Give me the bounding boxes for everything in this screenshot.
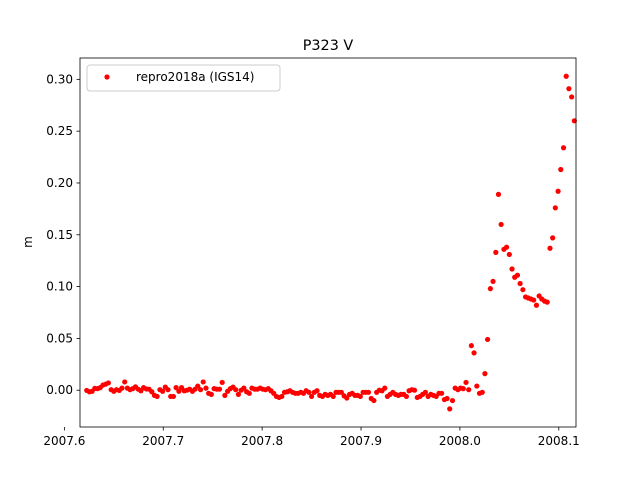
data-point-156 (506, 251, 512, 258)
data-point-152 (495, 191, 502, 197)
data-points (84, 73, 577, 412)
y-tick-label-6: 0.30 (46, 72, 73, 86)
y-axis-ticks: 0.00 0.05 0.10 0.15 0.20 0.25 0.30 (46, 72, 80, 397)
x-tick-label-1: 2007.7 (142, 434, 184, 448)
x-tick-label-3: 2007.9 (340, 434, 382, 448)
data-point-170 (544, 299, 550, 305)
data-point-60 (246, 390, 252, 396)
legend-label: repro2018a (IGS14) (136, 70, 254, 84)
data-point-161 (520, 287, 526, 293)
data-point-14 (122, 379, 128, 385)
data-point-173 (552, 205, 558, 211)
data-point-159 (514, 272, 521, 278)
data-point-147 (482, 371, 488, 377)
legend-box (86, 64, 281, 92)
data-point-133 (444, 395, 450, 402)
data-point-125 (422, 389, 428, 395)
data-point-58 (241, 385, 247, 391)
data-point-175 (558, 166, 564, 173)
data-point-141 (466, 387, 472, 393)
data-point-106 (371, 397, 377, 404)
data-point-94 (338, 389, 344, 395)
data-point-157 (509, 266, 515, 272)
data-point-171 (547, 245, 553, 251)
data-point-51 (222, 392, 228, 398)
data-point-82 (306, 389, 312, 395)
data-point-26 (154, 393, 160, 400)
data-point-49 (216, 386, 223, 392)
data-point-55 (233, 387, 239, 393)
data-point-142 (468, 343, 474, 349)
data-point-140 (463, 379, 469, 386)
data-point-149 (487, 286, 493, 292)
data-point-146 (479, 389, 485, 395)
y-tick-label-2: 0.10 (46, 280, 73, 294)
data-point-24 (149, 389, 155, 395)
data-point-134 (447, 406, 453, 412)
data-point-174 (555, 188, 561, 194)
data-point-118 (403, 393, 410, 400)
data-point-121 (411, 387, 418, 393)
x-axis-ticks: 2007.6 2007.7 2007.8 2007.9 2008.0 2008.1 (43, 427, 580, 448)
legend-marker (104, 74, 110, 80)
data-point-150 (490, 278, 496, 285)
y-axis-label: m (21, 236, 35, 248)
data-point-91 (330, 393, 336, 400)
x-tick-label-0: 2007.6 (43, 434, 85, 448)
data-point-143 (471, 350, 477, 356)
data-point-42 (197, 387, 204, 393)
data-point-43 (200, 379, 206, 385)
data-point-160 (517, 280, 523, 287)
data-point-135 (449, 397, 456, 404)
data-point-153 (498, 221, 504, 228)
data-point-177 (563, 73, 569, 79)
data-point-83 (308, 393, 315, 400)
data-point-101 (357, 393, 363, 400)
data-point-85 (314, 388, 320, 394)
data-point-50 (219, 379, 225, 386)
data-point-8 (105, 380, 111, 386)
data-point-139 (460, 386, 466, 392)
data-point-176 (560, 145, 567, 151)
y-tick-label-3: 0.15 (46, 228, 73, 242)
data-point-72 (279, 393, 285, 400)
data-point-34 (176, 388, 182, 394)
x-tick-label-4: 2008.0 (439, 434, 481, 448)
x-tick-label-2: 2007.8 (241, 434, 283, 448)
data-point-13 (119, 385, 125, 391)
plot-frame (79, 57, 577, 428)
data-point-33 (173, 385, 179, 391)
data-point-148 (485, 336, 491, 343)
data-point-46 (208, 391, 214, 397)
data-point-151 (493, 249, 499, 255)
data-point-104 (365, 389, 372, 395)
data-point-179 (569, 94, 575, 100)
data-point-30 (165, 387, 171, 393)
data-point-165 (531, 297, 537, 303)
data-point-131 (439, 390, 445, 396)
y-tick-label-0: 0.00 (46, 383, 73, 397)
data-point-172 (550, 235, 556, 241)
data-point-96 (344, 395, 350, 401)
x-tick-label-5: 2008.1 (538, 434, 580, 448)
data-point-28 (159, 388, 166, 394)
data-point-56 (235, 391, 242, 397)
data-point-44 (203, 385, 209, 391)
data-point-144 (474, 383, 480, 389)
y-tick-label-5: 0.25 (46, 124, 73, 138)
y-tick-label-1: 0.05 (46, 331, 73, 345)
data-point-166 (533, 302, 540, 308)
legend: repro2018a (IGS14) (86, 64, 281, 92)
data-point-110 (382, 385, 388, 391)
data-point-178 (566, 86, 572, 92)
chart-title: P323 V (303, 38, 354, 54)
data-point-32 (170, 393, 177, 400)
data-point-155 (503, 244, 510, 250)
data-point-41 (195, 383, 201, 389)
y-tick-label-4: 0.20 (46, 176, 73, 190)
